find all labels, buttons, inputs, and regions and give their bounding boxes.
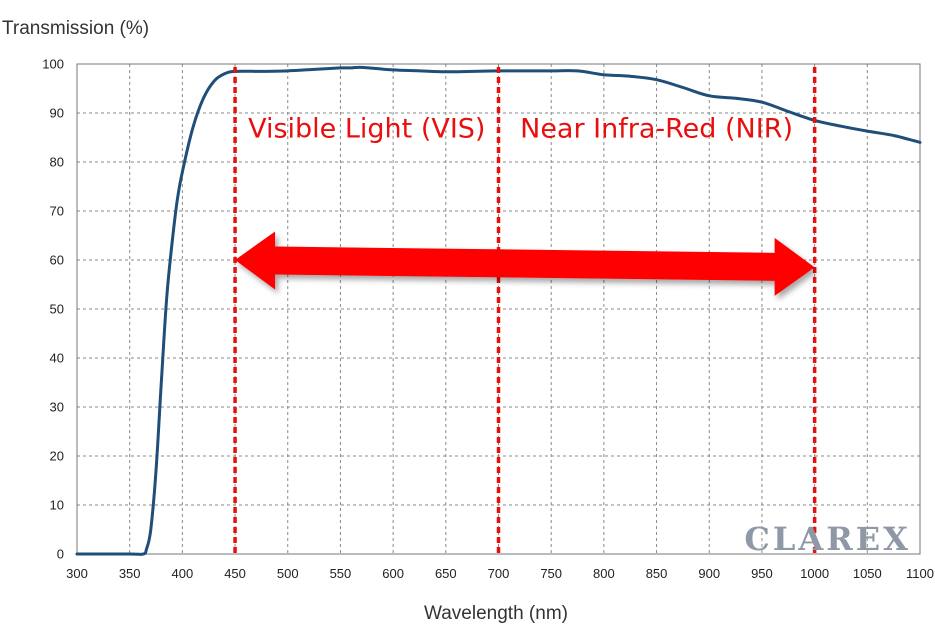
x-tick-label: 650 xyxy=(435,566,457,581)
x-tick-label: 1100 xyxy=(906,566,934,581)
series-line xyxy=(75,65,922,556)
region-label: Visible Light (VIS) xyxy=(248,114,485,145)
y-tick-label: 90 xyxy=(50,106,64,121)
x-tick-label: 600 xyxy=(382,566,404,581)
x-tick-label: 700 xyxy=(488,566,510,581)
x-tick-label: 550 xyxy=(330,566,352,581)
clarex-logo: CLAREX xyxy=(744,520,911,558)
range-arrow xyxy=(235,231,815,296)
x-tick-label: 450 xyxy=(224,566,246,581)
plot-frame xyxy=(76,63,921,555)
region-boundary-lines xyxy=(233,67,817,554)
x-tick-label: 500 xyxy=(277,566,299,581)
y-tick-label: 20 xyxy=(50,449,64,464)
y-tick-label: 50 xyxy=(50,302,64,317)
x-tick-label: 400 xyxy=(172,566,194,581)
x-tick-label: 750 xyxy=(540,566,562,581)
y-tick-label: 70 xyxy=(50,204,64,219)
region-label: Near Infra-Red (NIR) xyxy=(520,114,793,145)
x-tick-label: 900 xyxy=(698,566,720,581)
x-tick-label: 350 xyxy=(119,566,141,581)
x-tick-label: 800 xyxy=(593,566,615,581)
y-tick-label: 80 xyxy=(50,155,64,170)
x-tick-labels: 300 350 400 450 500 550 600 650 700 750 800 850 900 9… xyxy=(66,566,934,581)
x-tick-label: 1050 xyxy=(853,566,882,581)
y-tick-label: 40 xyxy=(50,351,64,366)
y-tick-label: 60 xyxy=(50,253,64,268)
y-axis-title: Transmission (%) xyxy=(2,18,149,39)
x-tick-label: 1000 xyxy=(800,566,829,581)
y-tick-label: 100 xyxy=(42,57,64,72)
x-tick-label: 300 xyxy=(66,566,88,581)
y-tick-labels: 0 10 20 30 40 50 60 70 80 90 100 xyxy=(42,57,64,562)
x-axis-title: Wavelength (nm) xyxy=(424,603,568,624)
y-tick-label: 0 xyxy=(57,547,64,562)
x-tick-label: 850 xyxy=(646,566,668,581)
y-tick-label: 10 xyxy=(50,498,64,513)
x-tick-label: 950 xyxy=(751,566,773,581)
double-headed-arrow xyxy=(235,231,815,296)
y-tick-label: 30 xyxy=(50,400,64,415)
region-labels: Visible Light (VIS) Near Infra-Red (NIR) xyxy=(248,114,793,145)
